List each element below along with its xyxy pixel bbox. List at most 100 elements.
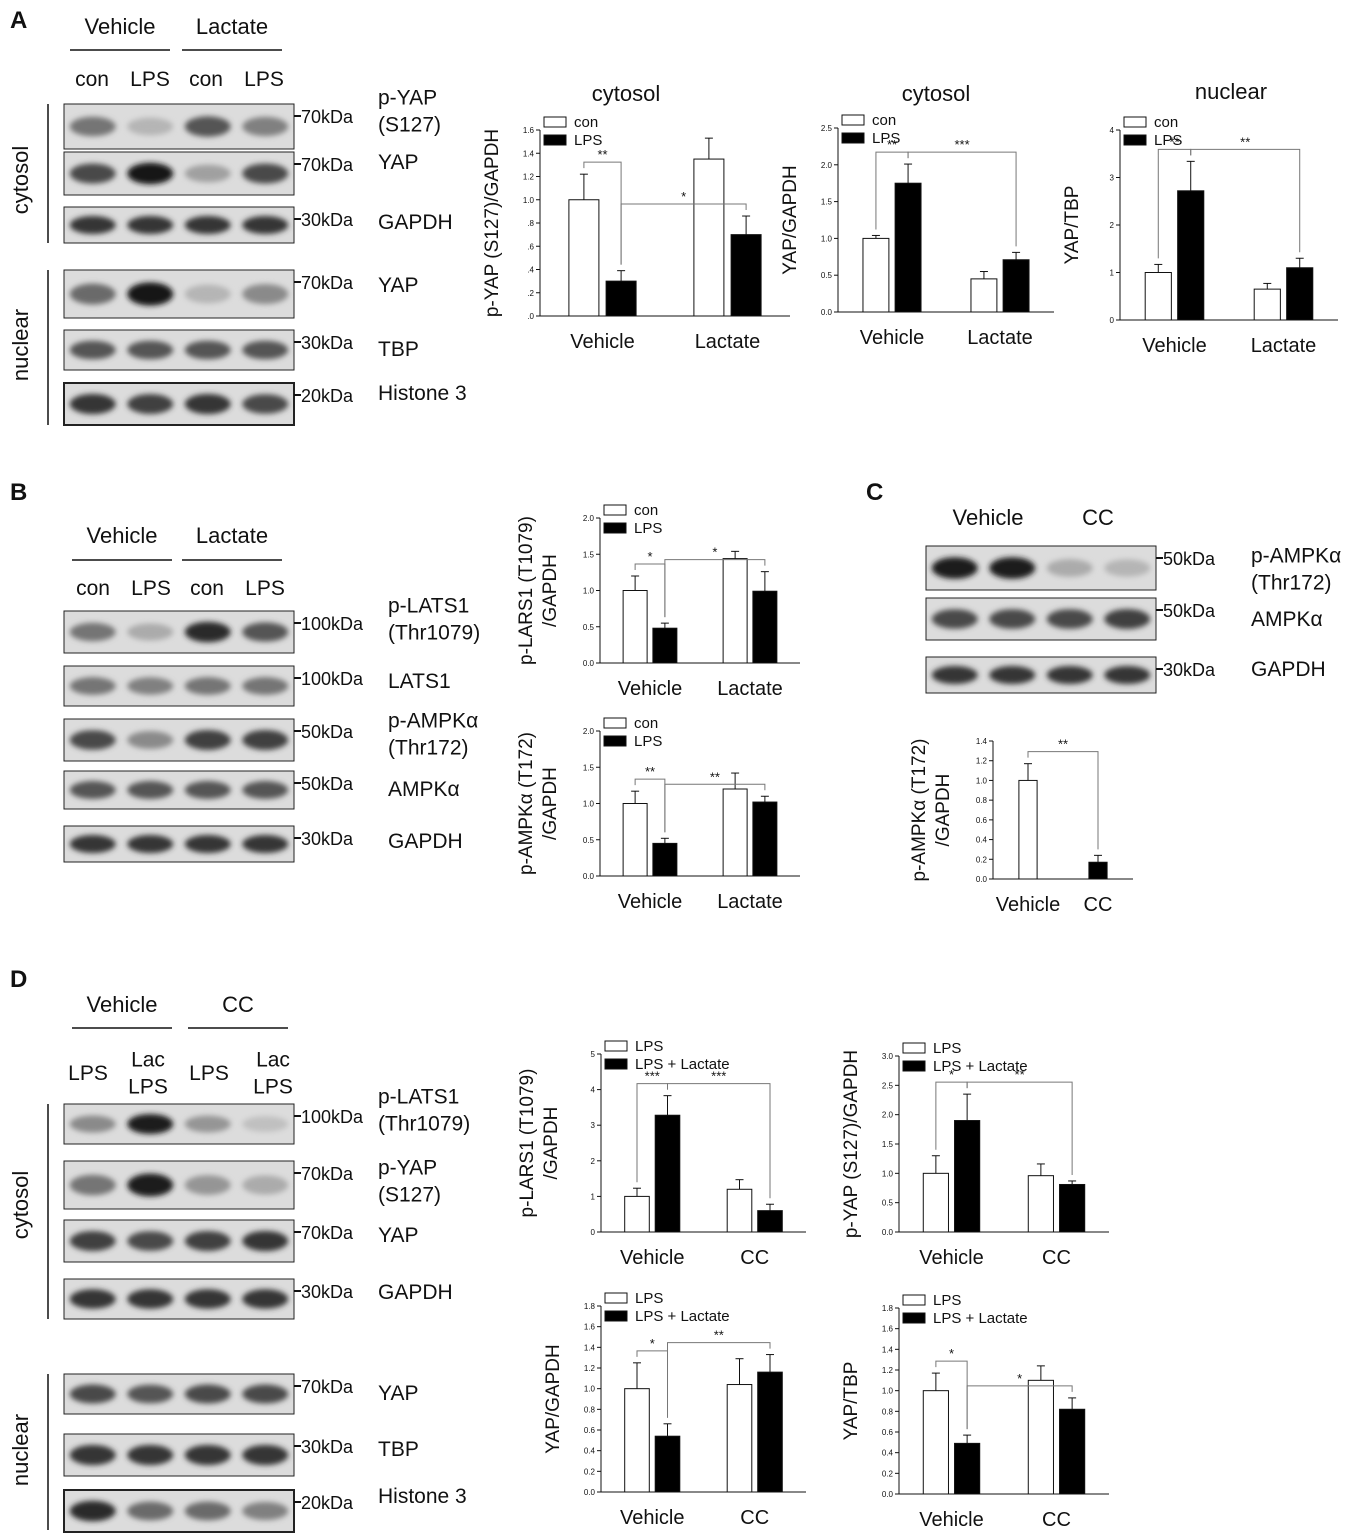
blot-yap: 70kDa xyxy=(63,1373,354,1415)
y-tick-label: 1.5 xyxy=(882,1140,894,1149)
blot-band xyxy=(184,1501,231,1521)
y-tick-label: 0.0 xyxy=(976,875,988,884)
blot-histone-3: 20kDa xyxy=(63,382,354,426)
blot-band xyxy=(184,1289,231,1309)
y-tick-label: 2.5 xyxy=(821,124,833,133)
x-tick-label: Vehicle xyxy=(996,894,1061,916)
legend-swatch xyxy=(841,114,865,126)
label-line: p-AMPKα (T172) xyxy=(909,739,930,882)
legend-swatch xyxy=(543,134,567,146)
blot-band xyxy=(184,730,231,750)
bar xyxy=(730,234,762,317)
bar xyxy=(1286,267,1314,321)
lane-label: LPS xyxy=(68,1062,108,1085)
blot-band xyxy=(69,116,116,137)
lane-label: con xyxy=(75,68,109,91)
blot-band xyxy=(69,393,116,415)
molecular-weight-marker: 30kDa xyxy=(301,210,354,230)
protein-label: GAPDH xyxy=(388,830,463,853)
group-label: CC xyxy=(222,992,254,1017)
y-tick-label: 3 xyxy=(591,1121,596,1130)
blot-band xyxy=(127,1444,174,1466)
blot-band xyxy=(242,1289,289,1309)
y-tick-label: .2 xyxy=(527,289,534,298)
y-tick-label: 2.0 xyxy=(882,1111,894,1120)
y-tick-label: 0.0 xyxy=(882,1228,894,1237)
y-tick-label: 0.0 xyxy=(821,308,833,317)
blot-band xyxy=(127,623,174,641)
y-axis-label: p-AMPKα (T172)/GAPDH xyxy=(516,732,561,875)
blot-yap: 70kDa xyxy=(63,1219,354,1263)
blot-band xyxy=(127,1231,174,1251)
legend-swatch xyxy=(603,504,627,516)
lane-label: con xyxy=(190,577,224,600)
molecular-weight-marker: 70kDa xyxy=(301,1377,354,1397)
y-tick-label: 1.0 xyxy=(583,800,595,809)
x-tick-label: Vehicle xyxy=(919,1247,984,1269)
x-tick-label: Vehicle xyxy=(570,331,635,353)
blot-band xyxy=(242,781,289,799)
molecular-weight-marker: 20kDa xyxy=(301,386,354,406)
bar xyxy=(722,788,748,877)
significance-marker: * xyxy=(681,189,686,204)
x-tick-label: CC xyxy=(1042,1509,1071,1531)
x-tick-label: Vehicle xyxy=(620,1507,685,1529)
blot-band xyxy=(127,1113,174,1135)
y-tick-label: 2.0 xyxy=(821,161,833,170)
significance-marker: * xyxy=(650,1336,655,1351)
significance-bracket xyxy=(907,151,1017,247)
blot-band xyxy=(127,162,174,185)
legend-label: con xyxy=(872,112,896,129)
legend-swatch xyxy=(1123,134,1147,146)
blot-ampk-: 50kDa xyxy=(925,597,1216,641)
y-tick-label: 0.2 xyxy=(976,855,988,864)
protein-label: p-AMPKα (Thr172) xyxy=(388,710,478,760)
blot-band xyxy=(242,834,289,854)
x-tick-label: Vehicle xyxy=(618,891,683,913)
y-tick-label: 1.2 xyxy=(882,1366,894,1375)
blot-p-yap: 70kDa xyxy=(63,103,354,150)
bar xyxy=(624,1388,650,1493)
y-tick-label: 0.0 xyxy=(583,872,595,881)
bar xyxy=(894,182,922,313)
label-line: p-YAP xyxy=(378,1157,437,1180)
y-tick-label: 2 xyxy=(591,1157,596,1166)
y-tick-label: 0.0 xyxy=(882,1490,894,1499)
blot-band xyxy=(127,1173,174,1197)
y-tick-label: 3 xyxy=(1110,174,1115,183)
x-tick-label: Vehicle xyxy=(618,678,683,700)
blot-band xyxy=(184,1384,231,1404)
y-tick-label: 0.6 xyxy=(584,1426,596,1435)
molecular-weight-marker: 50kDa xyxy=(301,722,354,742)
significance-bracket xyxy=(620,203,747,265)
significance-marker: * xyxy=(1017,1371,1022,1386)
y-axis-label: YAP/TBP xyxy=(841,1362,862,1441)
lane-label: LPS xyxy=(245,577,285,600)
bar xyxy=(726,1384,753,1493)
molecular-weight-marker: 70kDa xyxy=(301,1164,354,1184)
blot-band xyxy=(931,557,978,579)
blot-band xyxy=(242,215,289,235)
blot-band xyxy=(1104,665,1151,685)
blot-band xyxy=(69,730,116,750)
legend-swatch xyxy=(603,717,627,729)
significance-bracket xyxy=(667,1083,771,1199)
y-tick-label: 2.0 xyxy=(583,514,595,523)
y-tick-label: 1.4 xyxy=(976,737,988,746)
blot-band xyxy=(242,1501,289,1521)
blot-band xyxy=(69,215,116,235)
protein-label: AMPKα xyxy=(388,778,460,801)
blot-band xyxy=(242,1444,289,1466)
molecular-weight-marker: 30kDa xyxy=(1163,660,1216,680)
blot-p-lats1: 100kDa xyxy=(63,1103,364,1145)
blot-gapdh: 30kDa xyxy=(925,656,1216,694)
x-tick-label: Vehicle xyxy=(860,327,925,349)
legend-label: LPS + Lactate xyxy=(933,1310,1028,1327)
group-label: Lactate xyxy=(196,523,268,548)
molecular-weight-marker: 100kDa xyxy=(301,669,364,689)
y-axis-label: p-AMPKα (T172)/GAPDH xyxy=(909,739,954,882)
label-line: p-AMPKα (T172) xyxy=(516,732,537,875)
blot-band xyxy=(242,1384,289,1404)
y-tick-label: 1.4 xyxy=(882,1345,894,1354)
